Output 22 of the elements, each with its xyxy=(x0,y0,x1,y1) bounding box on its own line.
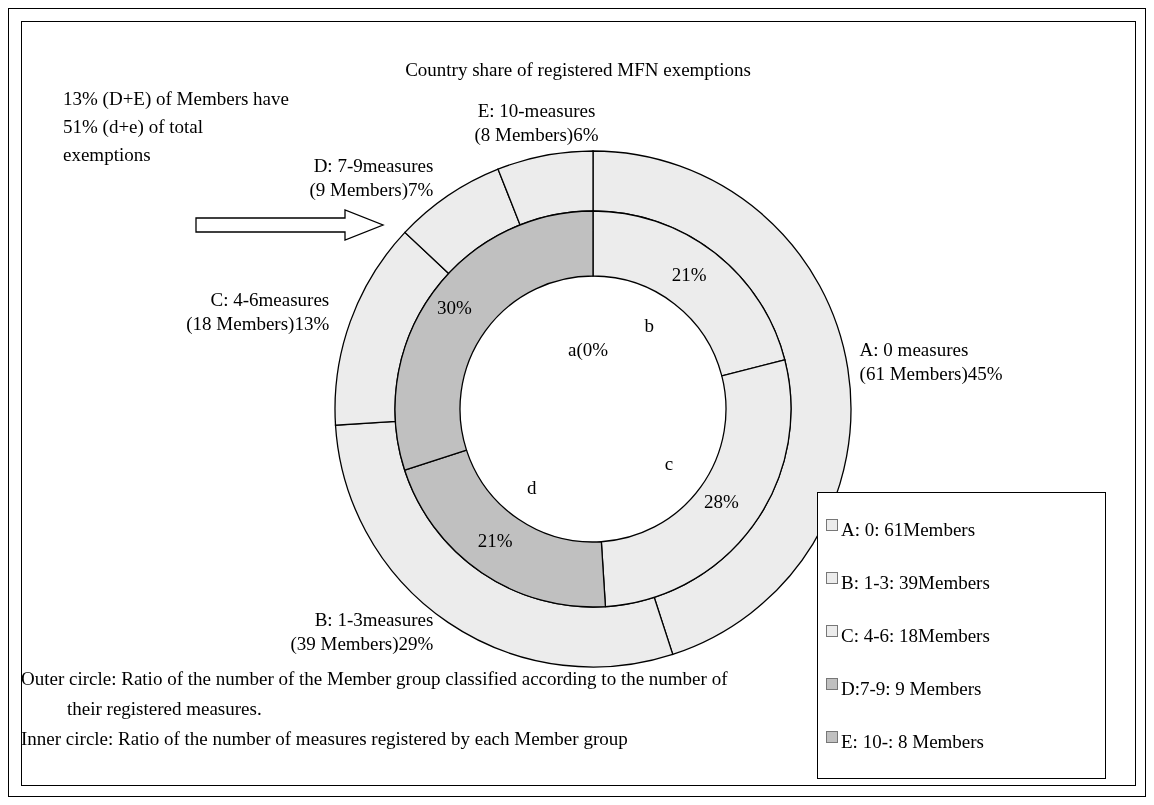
data-label: 21% xyxy=(477,529,513,551)
legend-label: C: 4-6: 18Members xyxy=(841,624,990,647)
chart-title: Country share of registered MFN exemptions xyxy=(404,59,752,81)
legend-label: E: 10-: 8 Members xyxy=(841,730,985,753)
data-label: D: 7-9measures (9 Members)7% xyxy=(309,154,434,201)
data-label: B: 1-3measures (39 Members)29% xyxy=(290,608,434,655)
legend-label: A: 0: 61Members xyxy=(841,518,976,541)
data-label: 28% xyxy=(704,490,740,512)
data-label: A: 0 measures (61 Members)45% xyxy=(859,338,1003,385)
text: c xyxy=(664,452,674,474)
data-label: C: 4-6measures (18 Members)13% xyxy=(186,288,330,335)
text: a(0% xyxy=(567,338,609,360)
text: Outer circle: Ratio of the number of the Member group classified according to the number of their registered measures. xyxy=(21,667,729,721)
text: b xyxy=(644,314,655,336)
text: Inner circle: Ratio of the number of measures registered by each Member group xyxy=(21,727,629,751)
text: d xyxy=(527,476,537,498)
legend-label: D:7-9: 9 Members xyxy=(841,677,982,700)
legend-label: B: 1-3: 39Members xyxy=(841,571,990,594)
data-label: 30% xyxy=(437,296,473,318)
data-label: E: 10-measures (8 Members)6% xyxy=(474,99,599,146)
data-label: 21% xyxy=(671,263,707,285)
text: 13% (D+E) of Members have 51% (d+e) of total exemptions xyxy=(63,87,289,167)
